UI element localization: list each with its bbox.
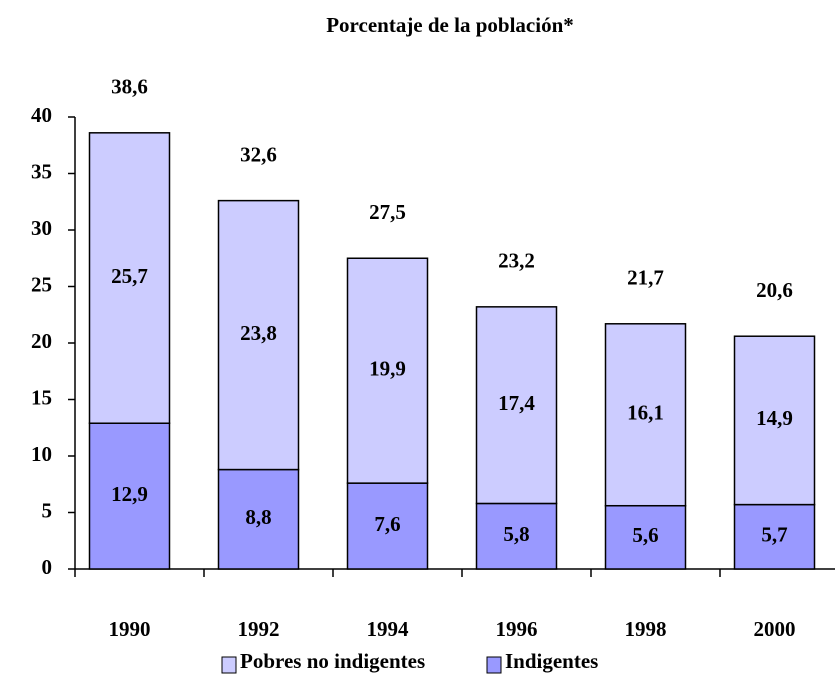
value-label: 23,8 bbox=[240, 321, 277, 345]
value-label: 25,7 bbox=[111, 264, 148, 288]
value-label: 5,7 bbox=[761, 523, 787, 547]
bar-segment bbox=[217, 199, 300, 471]
chart-title: Porcentaje de la población* bbox=[326, 13, 574, 37]
x-tick-label: 2000 bbox=[754, 617, 796, 641]
y-tick-label: 10 bbox=[31, 442, 52, 466]
x-tick-label: 1998 bbox=[625, 617, 667, 641]
bar-segment bbox=[604, 504, 687, 570]
value-label: 19,9 bbox=[369, 356, 406, 380]
total-label: 21,7 bbox=[627, 266, 664, 290]
legend-label: Indigentes bbox=[505, 649, 598, 673]
bar-segment bbox=[604, 323, 687, 507]
value-label: 12,9 bbox=[111, 482, 148, 506]
y-tick-label: 35 bbox=[31, 159, 52, 183]
total-label: 32,6 bbox=[240, 142, 277, 166]
bar-segment bbox=[733, 335, 816, 506]
x-tick-label: 1996 bbox=[496, 617, 538, 641]
value-label: 8,8 bbox=[245, 505, 271, 529]
y-tick-label: 40 bbox=[31, 103, 52, 127]
value-label: 17,4 bbox=[498, 391, 535, 415]
x-tick-label: 1990 bbox=[109, 617, 151, 641]
legend-label: Pobres no indigentes bbox=[240, 649, 425, 673]
legend-swatch bbox=[486, 656, 502, 674]
total-label: 27,5 bbox=[369, 200, 406, 224]
y-tick-label: 5 bbox=[42, 498, 53, 522]
y-tick-label: 20 bbox=[31, 329, 52, 353]
y-tick-label: 30 bbox=[31, 216, 52, 240]
value-label: 16,1 bbox=[627, 401, 664, 425]
bar-segment bbox=[346, 482, 429, 570]
x-tick-label: 1992 bbox=[238, 617, 280, 641]
value-label: 5,6 bbox=[632, 523, 658, 547]
legend-swatch bbox=[221, 656, 237, 674]
bar-segment bbox=[88, 422, 171, 570]
bar-segment bbox=[475, 306, 558, 505]
value-label: 14,9 bbox=[756, 406, 793, 430]
y-tick-label: 25 bbox=[31, 272, 52, 296]
bar-segment bbox=[346, 257, 429, 484]
y-tick-label: 0 bbox=[42, 555, 53, 579]
total-label: 23,2 bbox=[498, 249, 535, 273]
value-label: 5,8 bbox=[503, 522, 529, 546]
bar-segment bbox=[217, 468, 300, 570]
y-tick-label: 15 bbox=[31, 385, 52, 409]
value-label: 7,6 bbox=[374, 512, 400, 536]
total-label: 38,6 bbox=[111, 75, 148, 99]
x-tick-label: 1994 bbox=[367, 617, 410, 641]
total-label: 20,6 bbox=[756, 278, 793, 302]
bar-segment bbox=[88, 132, 171, 424]
